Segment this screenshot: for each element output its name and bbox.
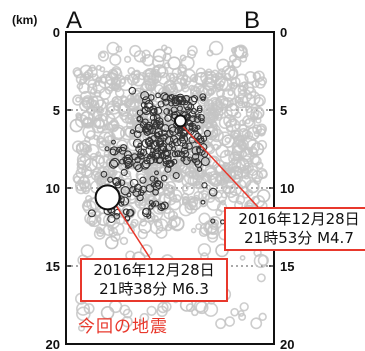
unit-label: (km)	[12, 13, 37, 27]
left-tick-label: 0	[53, 25, 60, 40]
background-event-marker	[226, 122, 231, 127]
background-event-marker	[258, 274, 265, 281]
background-event-marker	[192, 229, 196, 233]
background-event-marker	[228, 90, 233, 95]
background-event-marker	[210, 42, 223, 55]
background-event-marker	[110, 55, 121, 66]
background-event-marker	[216, 319, 225, 328]
background-event-marker	[104, 99, 109, 104]
right-tick-label: 15	[280, 259, 294, 274]
background-event-marker	[81, 245, 93, 257]
background-event-marker	[246, 119, 250, 123]
main-shock-marker	[96, 185, 120, 209]
background-event-marker	[183, 75, 187, 79]
background-event-marker	[168, 57, 180, 69]
background-event-marker	[189, 172, 193, 176]
background-event-marker	[240, 303, 248, 311]
annotation-event-a: 2016年12月28日 21時38分 M6.3	[80, 258, 228, 302]
annotation-a-time-magnitude: 21時38分 M6.3	[86, 280, 222, 299]
background-event-marker	[121, 238, 128, 245]
background-event-marker	[235, 124, 239, 128]
background-event-marker	[240, 256, 244, 260]
background-event-marker	[76, 97, 80, 101]
background-event-marker	[100, 53, 105, 58]
annotation-b-date: 2016年12月28日	[230, 210, 365, 229]
left-tick-label: 10	[46, 181, 60, 196]
background-event-marker	[125, 57, 131, 63]
background-event-marker	[203, 194, 207, 198]
left-tick-label: 15	[46, 259, 60, 274]
left-tick-label: 5	[53, 103, 60, 118]
background-event-marker	[225, 317, 234, 326]
aftershock-marker	[175, 115, 186, 126]
background-event-marker	[181, 57, 193, 69]
background-event-marker	[239, 314, 245, 320]
background-event-marker	[225, 138, 230, 143]
annotation-b-time-magnitude: 21時53分 M4.7	[230, 229, 365, 248]
right-tick-label: 5	[280, 103, 287, 118]
background-event-marker	[231, 309, 238, 316]
background-event-marker	[259, 313, 266, 320]
background-event-marker	[97, 66, 101, 70]
endpoint-label-b: B	[244, 7, 260, 34]
background-event-marker	[134, 78, 139, 83]
caption-this-earthquake: 今回の地震	[78, 312, 168, 337]
background-event-marker	[198, 244, 210, 256]
annotation-a-date: 2016年12月28日	[86, 261, 222, 280]
right-tick-label: 10	[280, 181, 294, 196]
annotation-event-b: 2016年12月28日 21時53分 M4.7	[224, 207, 365, 251]
left-tick-label: 20	[46, 337, 60, 351]
background-event-marker	[228, 62, 233, 67]
right-tick-label: 0	[280, 25, 287, 40]
endpoint-label-a: A	[66, 7, 82, 34]
right-tick-label: 20	[280, 337, 294, 351]
